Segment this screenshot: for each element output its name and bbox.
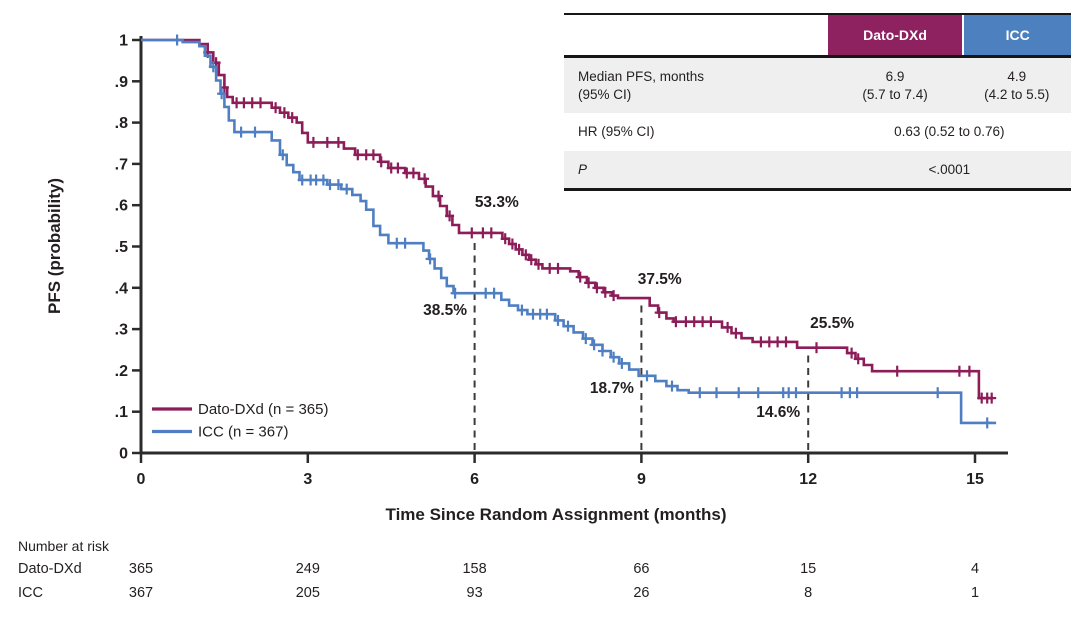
at-risk-value: 93 (466, 585, 483, 601)
percent-label: 37.5% (638, 271, 682, 288)
series-icc (141, 34, 997, 429)
y-tick-label: .8 (115, 115, 128, 132)
y-tick-label: .2 (115, 363, 128, 380)
axes: 0 .1 .2 .3 .4 .5 .6 .7 .8 .9 1 0 3 6 9 12 15 Time Since R… (45, 33, 1008, 524)
x-tick-label: 15 (966, 471, 984, 488)
y-tick-label: .9 (115, 74, 128, 91)
y-tick-label: .5 (115, 239, 128, 256)
median-pfs-label: Median PFS, months (95% CI) (564, 58, 828, 113)
x-tick-label: 12 (799, 471, 817, 488)
y-tick-label: 1 (119, 33, 128, 50)
landmark-percent-labels: 53.3% 37.5% 25.5% 38.5% 18.7% 14.6% (423, 194, 854, 421)
at-risk-value: 4 (970, 561, 980, 577)
series-dato-dxd (141, 38, 997, 404)
hr-label: HR (95% CI) (578, 124, 655, 140)
median-pfs-icc: 4.9 (4.2 to 5.5) (962, 58, 1070, 113)
at-risk-value: 249 (295, 561, 320, 577)
y-axis-title: PFS (probability) (45, 178, 64, 314)
stats-col-icc: ICC (962, 15, 1071, 55)
at-risk-value: 8 (804, 585, 813, 601)
median-pfs-icc-ci: (4.2 to 5.5) (984, 86, 1050, 102)
at-risk-value: 15 (800, 561, 817, 577)
legend-label: ICC (n = 367) (198, 424, 288, 441)
stats-row-median: Median PFS, months (95% CI) 6.9 (5.7 to … (564, 58, 1071, 114)
hr-value: 0.63 (0.52 to 0.76) (894, 124, 1005, 140)
stats-header-spacer (564, 15, 828, 55)
y-tick-label: .4 (115, 280, 128, 297)
at-risk-value: 205 (295, 585, 320, 601)
percent-label: 14.6% (756, 404, 800, 421)
stats-table-header: Dato-DXd ICC (564, 15, 1071, 58)
stats-table: Dato-DXd ICC Median PFS, months (95% CI)… (564, 13, 1071, 192)
median-pfs-dato: 6.9 (5.7 to 7.4) (828, 58, 963, 113)
median-pfs-dato-ci: (5.7 to 7.4) (862, 86, 928, 102)
y-tick-label: 0 (119, 446, 128, 463)
median-pfs-label-line1: Median PFS, months (578, 69, 705, 84)
at-risk-value: 26 (633, 585, 650, 601)
y-tick-label: .3 (115, 322, 128, 339)
percent-label: 53.3% (475, 194, 519, 211)
percent-label: 18.7% (590, 380, 634, 397)
legend-label: Dato-DXd (n = 365) (198, 401, 328, 418)
median-pfs-label-line2: (95% CI) (578, 86, 632, 102)
at-risk-row-label: ICC (18, 585, 43, 601)
x-tick-label: 9 (637, 471, 646, 488)
percent-label: 38.5% (423, 302, 467, 319)
at-risk-row-label: Dato-DXd (18, 561, 82, 577)
median-pfs-dato-value: 6.9 (885, 69, 905, 84)
x-axis-title: Time Since Random Assignment (months) (386, 505, 727, 524)
percent-label: 25.5% (810, 315, 854, 332)
x-tick-label: 3 (303, 471, 312, 488)
landmark-dashed-lines (473, 237, 810, 450)
at-risk-value: 1 (970, 585, 980, 601)
p-value: <.0001 (928, 161, 971, 177)
legend: Dato-DXd (n = 365) ICC (n = 367) (152, 401, 328, 441)
stats-row-hr: HR (95% CI) 0.63 (0.52 to 0.76) (564, 113, 1071, 151)
at-risk-value: 367 (128, 585, 154, 601)
stats-row-p: P <.0001 (564, 150, 1071, 189)
p-label: P (578, 161, 588, 177)
y-tick-label: .7 (115, 156, 128, 173)
stats-col-dato: Dato-DXd (827, 15, 963, 55)
at-risk-value: 365 (128, 561, 154, 577)
median-pfs-icc-value: 4.9 (1007, 69, 1027, 84)
at-risk-value: 66 (633, 561, 650, 577)
at-risk-value: 158 (462, 561, 487, 577)
y-tick-label: .6 (115, 198, 128, 215)
y-tick-label: .1 (115, 404, 128, 421)
x-tick-label: 0 (137, 471, 146, 488)
x-tick-label: 6 (470, 471, 479, 488)
at-risk-title: Number at risk (18, 538, 110, 554)
